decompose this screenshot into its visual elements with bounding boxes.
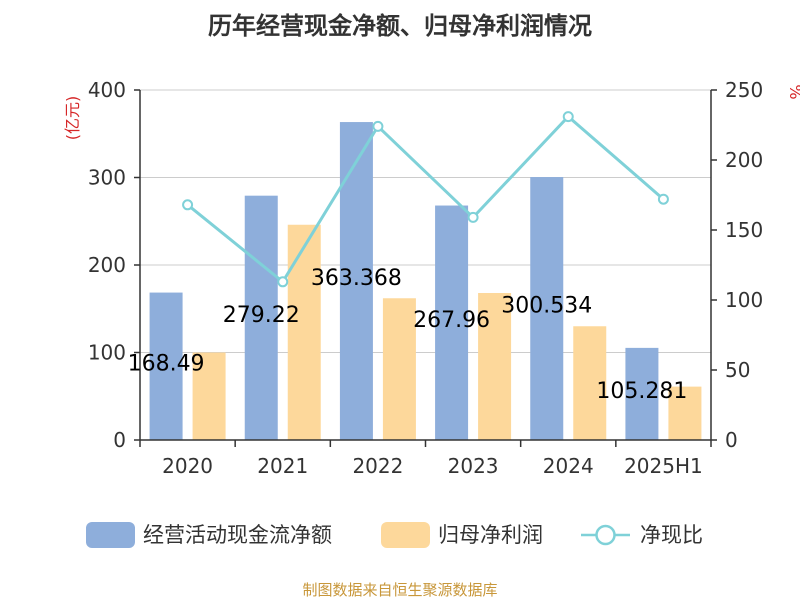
x-tick-label: 2024 [543,454,594,478]
bar-cashflow [530,177,564,440]
data-label-cashflow: 267.96 [413,308,490,333]
right-tick-label: 0 [725,428,738,452]
legend-label-cashflow: 经营活动现金流净额 [143,523,332,547]
data-label-cashflow: 168.49 [128,351,205,376]
ratio-point [562,111,574,123]
bar-cashflow [149,292,183,440]
legend-label-ratio: 净现比 [640,523,703,547]
data-label-cashflow: 279.22 [223,303,300,328]
data-label-cashflow: 105.281 [596,379,687,404]
ratio-point [372,120,384,132]
bar-netprofit [478,293,512,440]
source-note: 制图数据来自恒生聚源数据库 [302,581,497,599]
data-label-cashflow: 363.368 [311,266,402,291]
x-tick-label: 2023 [448,454,499,478]
bar-netprofit [192,352,226,440]
x-tick-label: 2022 [352,454,403,478]
x-tick-label: 2025H1 [624,454,703,478]
left-tick-label: 400 [88,78,126,102]
bars-layer [149,122,702,440]
legend-label-netprofit: 归母净利润 [438,523,543,547]
bar-cashflow [625,347,659,440]
line-layer [182,111,669,288]
right-tick-label: 150 [725,218,763,242]
right-tick-label: 100 [725,288,763,312]
x-tick-label: 2021 [257,454,308,478]
ratio-point [467,211,479,223]
left-tick-label: 0 [113,428,126,452]
right-axis-unit: % [786,84,800,99]
left-tick-label: 300 [88,166,126,190]
ratio-line [186,114,665,285]
bar-cashflow [339,122,373,440]
grid-lines [140,89,711,353]
bar-netprofit [287,224,321,440]
bar-cashflow [244,195,278,440]
bar-netprofit [382,298,416,440]
axes-layer: 0 100 200 300 400 0 50 100 150 200 250 2020 2021 2022… [88,78,763,478]
right-tick-label: 250 [725,78,763,102]
data-labels-layer: 168.49 279.22 363.368 267.96 300.534 105.281 [128,266,688,404]
left-axis-unit: (亿元) [63,96,82,141]
left-tick-label: 200 [88,253,126,277]
right-tick-label: 200 [725,148,763,172]
x-tick-label: 2020 [162,454,213,478]
legend-swatch-netprofit [381,522,430,548]
ratio-point [277,276,289,288]
ratio-point [657,193,669,205]
chart-title: 历年经营现金净额、归母净利润情况 [208,12,592,40]
legend: 经营活动现金流净额 归母净利润 净现比 [86,522,703,548]
left-tick-label: 100 [88,341,126,365]
bar-cashflow [435,205,469,440]
bar-netprofit [573,326,607,440]
bar-netprofit [668,386,702,440]
legend-swatch-ratio-marker [595,524,616,546]
ratio-point [182,199,194,211]
right-tick-label: 50 [725,358,750,382]
legend-swatch-cashflow [86,522,135,548]
data-label-cashflow: 300.534 [501,294,592,319]
